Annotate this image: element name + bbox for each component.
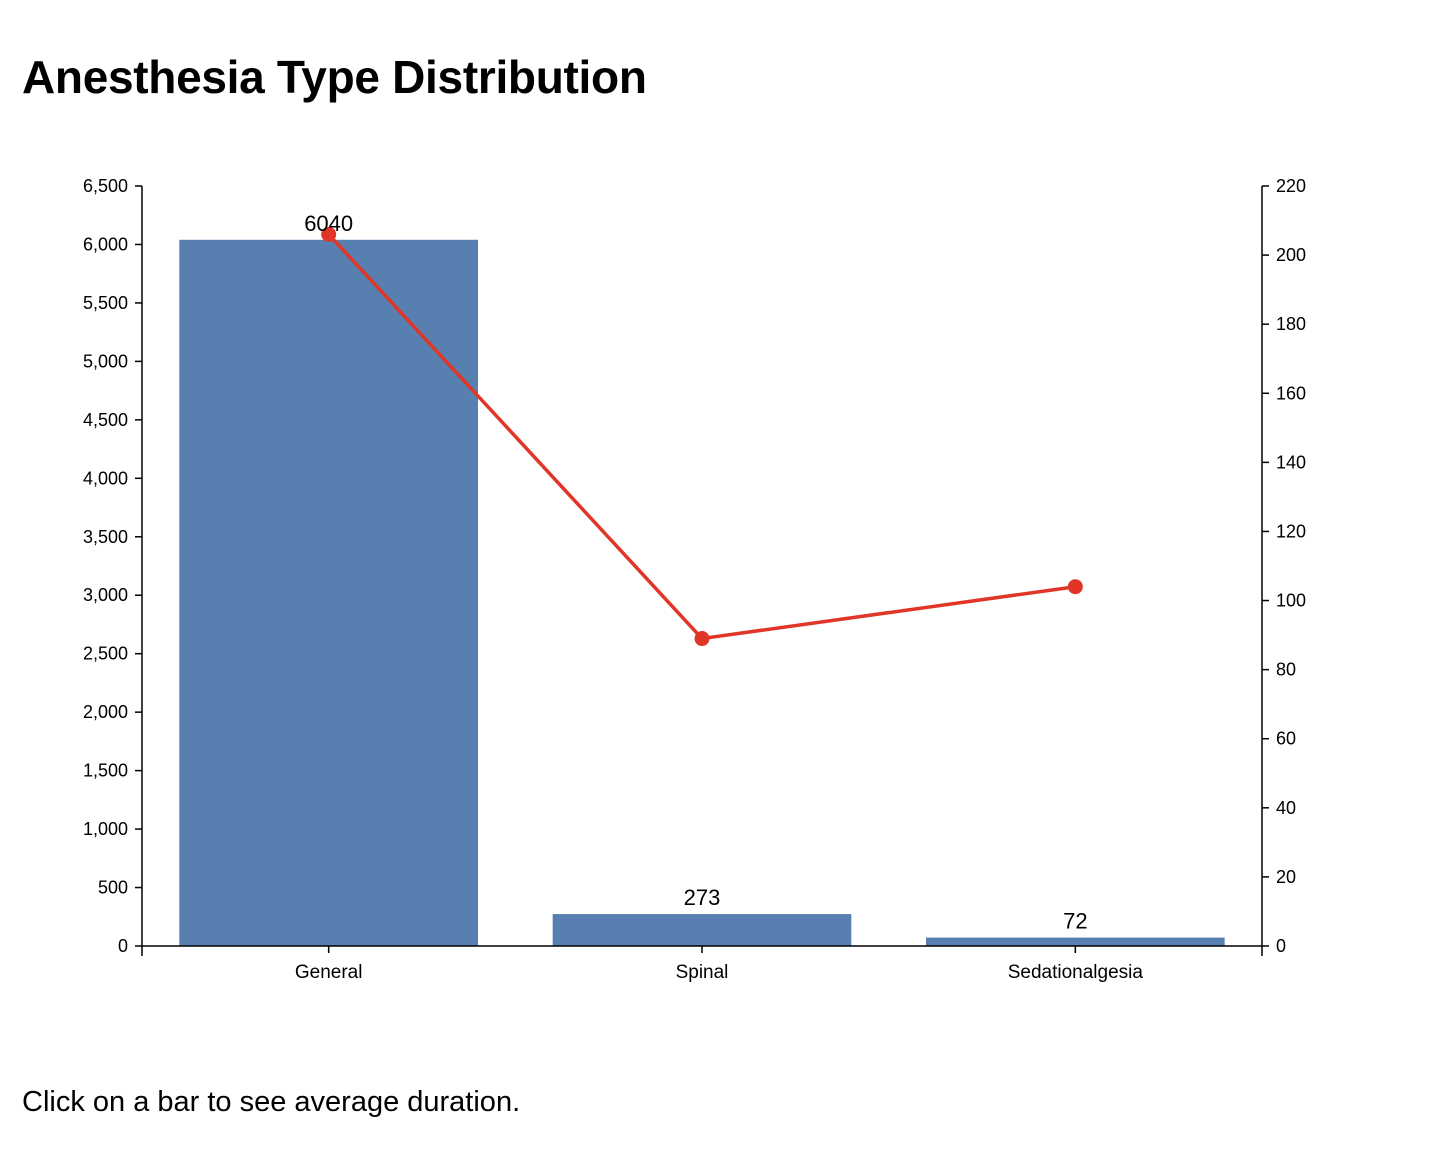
line-point	[694, 631, 710, 647]
left-tick-label: 2,500	[83, 644, 128, 664]
right-tick-label: 140	[1276, 452, 1306, 472]
x-tick-label: Sedationalgesia	[1008, 962, 1144, 983]
left-tick-label: 6,500	[83, 176, 128, 196]
right-tick-label: 220	[1276, 176, 1306, 196]
bar-series	[179, 239, 1225, 947]
right-tick-label: 0	[1276, 936, 1286, 956]
combo-chart: 0 500 1,000 1,500 2,000 2,500 3,000 3,500 4,000 4…	[83, 176, 1306, 983]
line-point	[1067, 579, 1083, 595]
right-tick-label: 200	[1276, 245, 1306, 265]
bar-spinal[interactable]	[552, 914, 852, 946]
bar-value-label: 72	[1063, 909, 1087, 934]
right-tick-label: 180	[1276, 314, 1306, 334]
x-axis: General Spinal Sedationalgesia	[141, 945, 1263, 983]
x-tick-label: Spinal	[676, 962, 729, 983]
left-tick-label: 4,500	[83, 410, 128, 430]
left-tick-label: 500	[98, 878, 128, 898]
left-tick-label: 2,000	[83, 702, 128, 722]
data-labels: 6040 273 72	[304, 211, 1087, 934]
left-tick-label: 6,000	[83, 234, 128, 254]
right-tick-label: 20	[1276, 867, 1296, 887]
left-tick-label: 5,000	[83, 351, 128, 371]
right-tick-label: 120	[1276, 521, 1306, 541]
line-point	[321, 226, 337, 242]
left-tick-label: 1,500	[83, 761, 128, 781]
page-title: Anesthesia Type Distribution	[22, 51, 647, 103]
x-tick-label: General	[295, 962, 363, 983]
left-tick-label: 3,500	[83, 527, 128, 547]
right-tick-label: 160	[1276, 383, 1306, 403]
bar-value-label: 6040	[304, 211, 353, 236]
left-tick-label: 1,000	[83, 819, 128, 839]
left-tick-label: 4,000	[83, 468, 128, 488]
right-tick-label: 80	[1276, 660, 1296, 680]
bar-value-label: 273	[684, 885, 721, 910]
bar-general[interactable]	[179, 239, 479, 947]
right-tick-label: 60	[1276, 729, 1296, 749]
instruction-text: Click on a bar to see average duration.	[22, 1086, 521, 1118]
left-y-axis: 0 500 1,000 1,500 2,000 2,500 3,000 3,500 4,000 4…	[83, 176, 143, 956]
right-tick-label: 40	[1276, 798, 1296, 818]
right-y-axis: 0 20 40 60 80 100 120 140 160 180 200 220	[1261, 176, 1306, 956]
left-tick-label: 0	[118, 936, 128, 956]
left-tick-label: 5,500	[83, 293, 128, 313]
line-series	[321, 226, 1083, 647]
bar-sedationalgesia[interactable]	[926, 937, 1225, 946]
left-tick-label: 3,000	[83, 585, 128, 605]
right-tick-label: 100	[1276, 591, 1306, 611]
